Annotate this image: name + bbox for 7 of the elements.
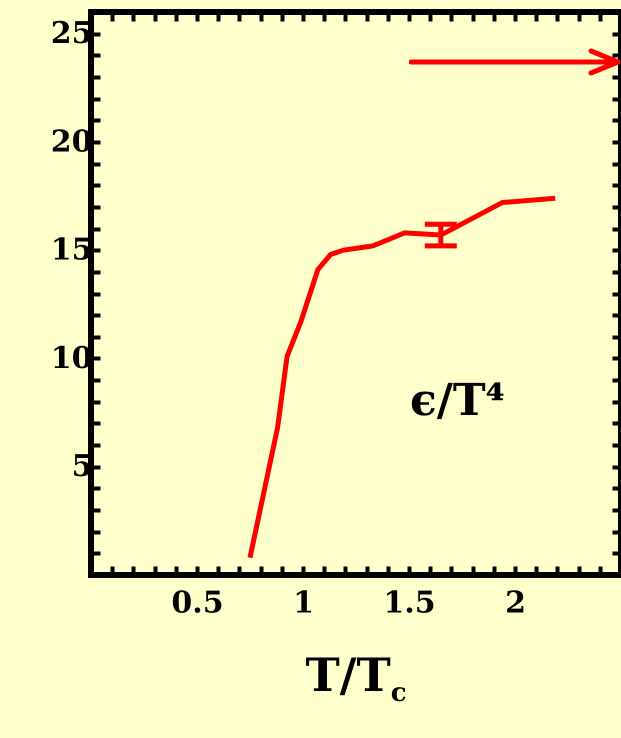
- x-tick-label: 1.5: [383, 586, 436, 620]
- x-axis-title: T/T$_{c}$: [304, 648, 408, 708]
- x-tick-label: 2: [505, 586, 526, 620]
- y-tick-label: 25: [50, 16, 92, 52]
- x-tick-label: 1: [293, 586, 314, 620]
- x-tick-label: 0.5: [171, 586, 224, 620]
- annotation: ϵ/T⁴: [410, 375, 505, 426]
